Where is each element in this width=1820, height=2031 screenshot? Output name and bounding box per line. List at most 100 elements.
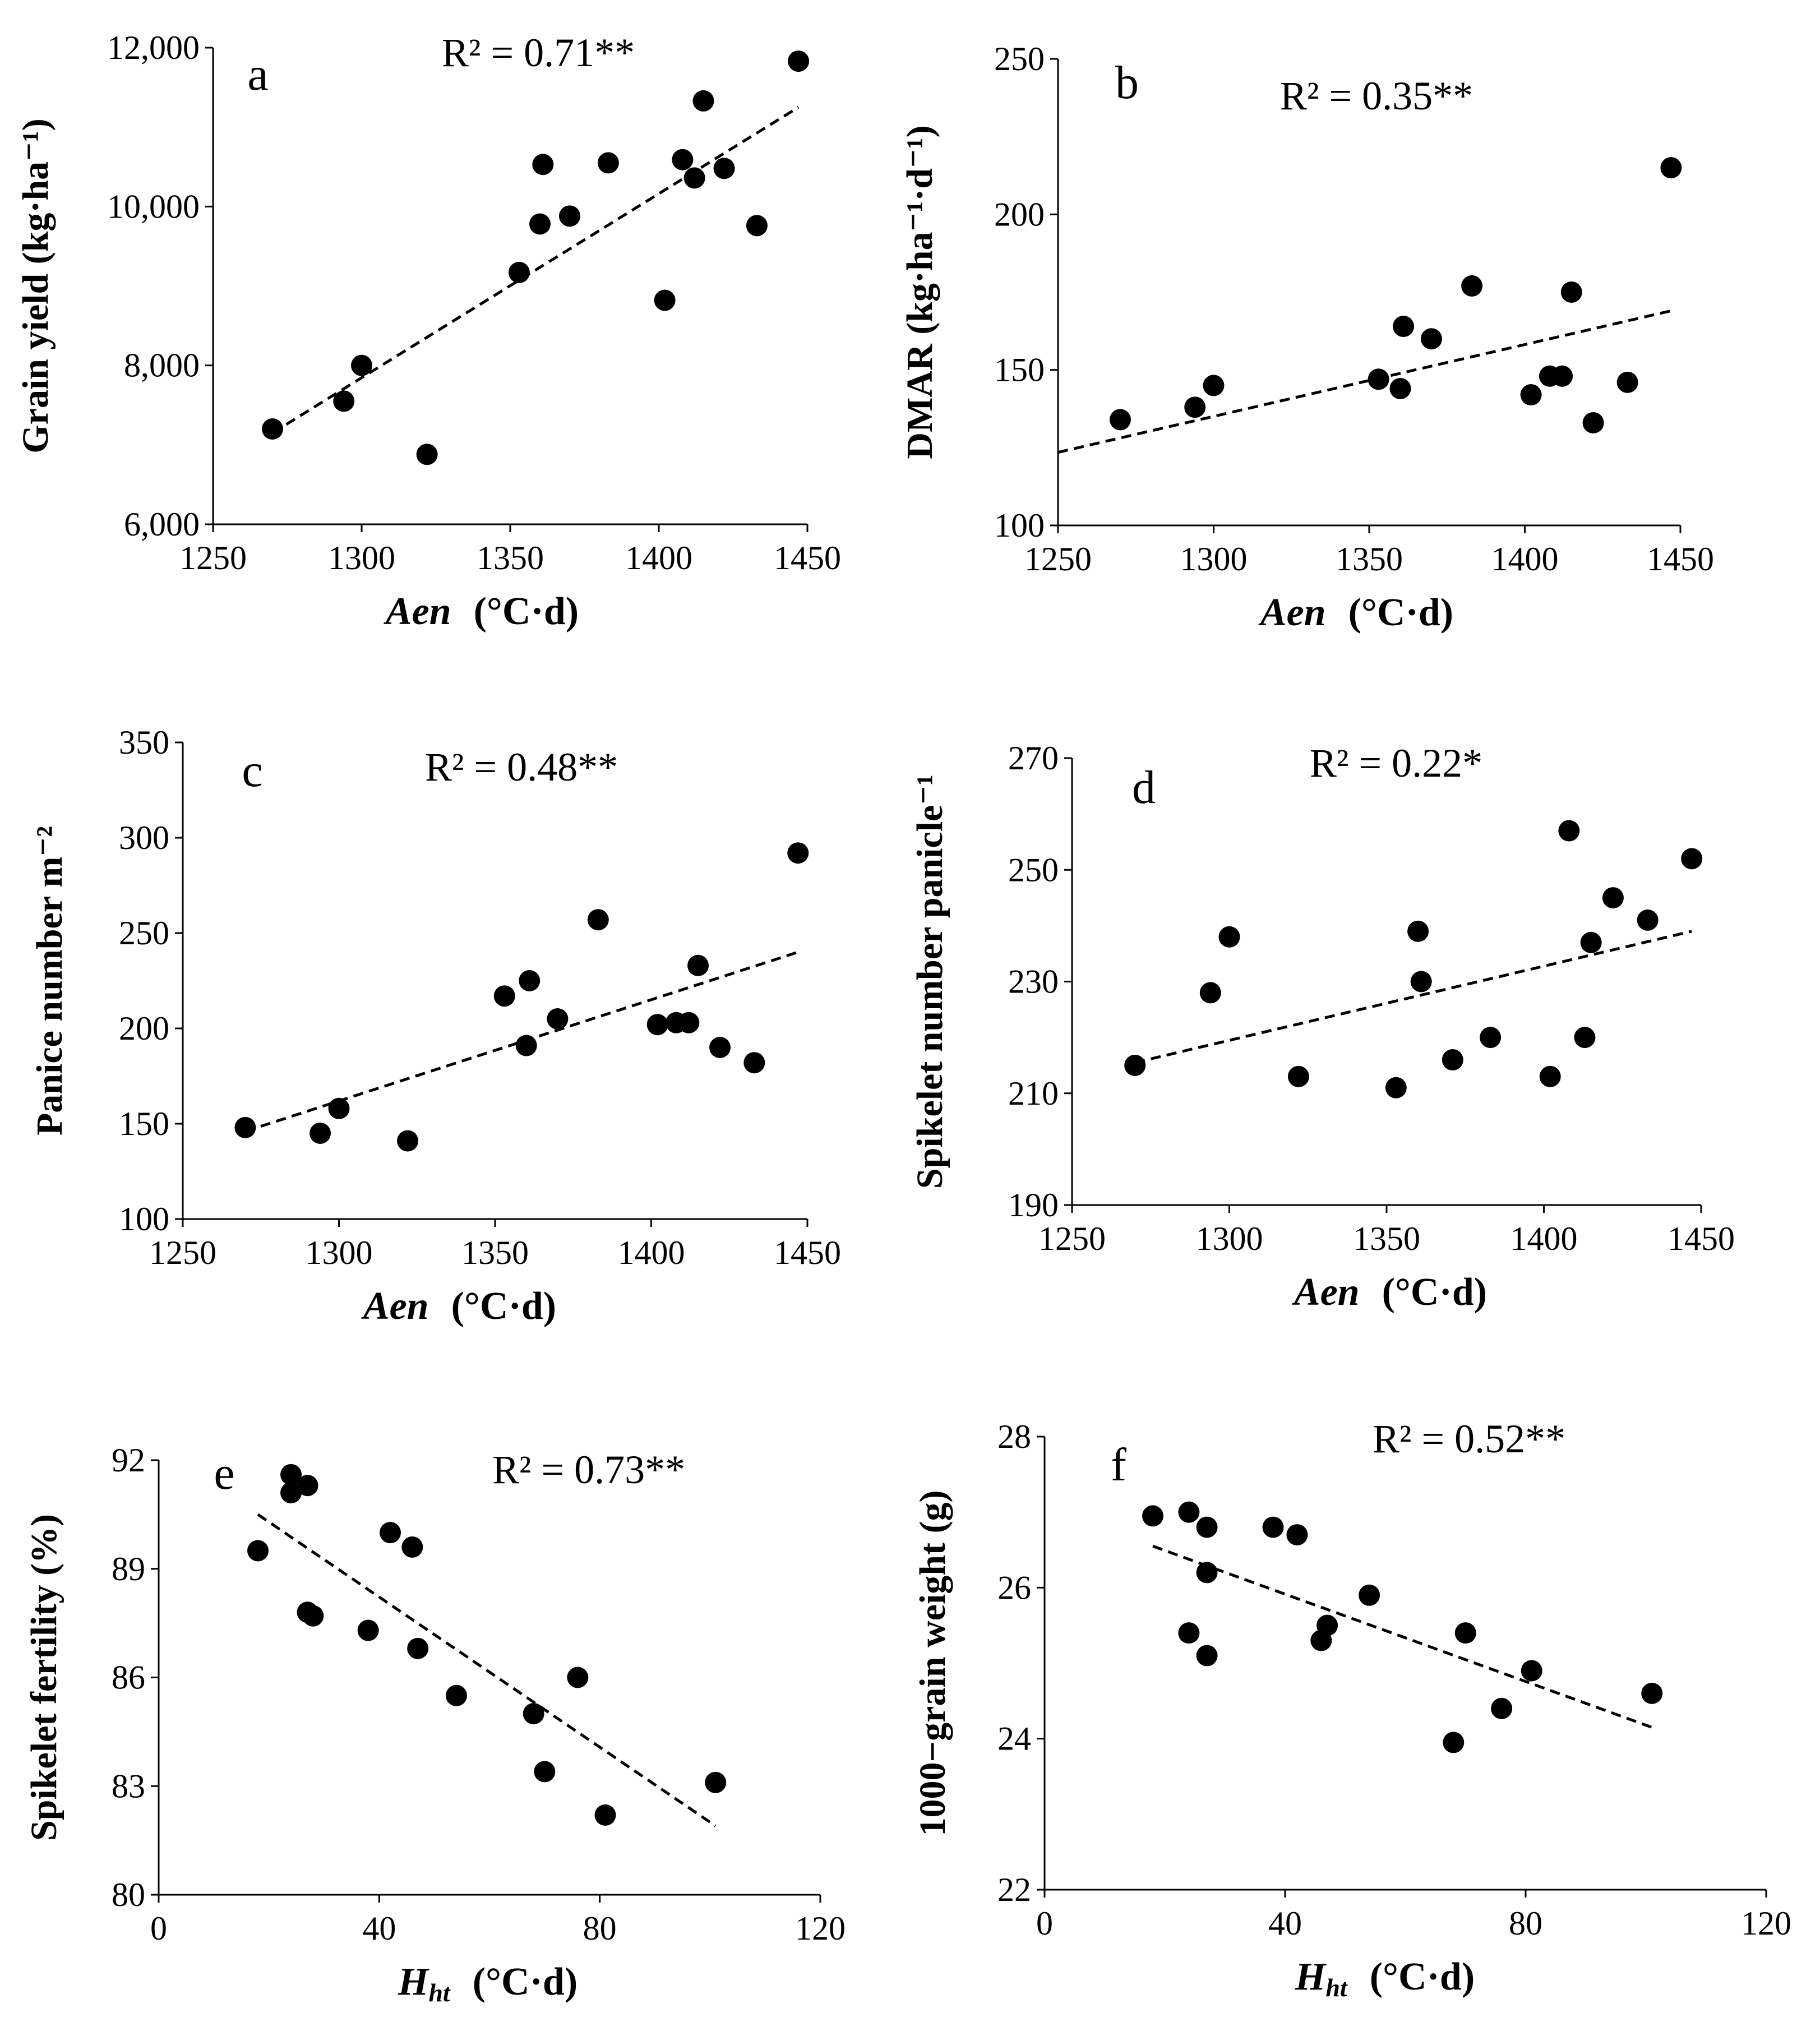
data-point (247, 1540, 269, 1562)
data-point (1178, 1622, 1200, 1644)
panel-letter: f (1111, 1439, 1126, 1491)
panel-letter: b (1115, 57, 1139, 109)
x-axis-variable: H (398, 1960, 430, 2004)
data-point (1389, 377, 1411, 399)
y-tick-label: 250 (1008, 851, 1059, 888)
data-point (534, 1761, 556, 1783)
data-point (493, 985, 515, 1007)
data-point (1660, 157, 1682, 179)
y-tick-label: 150 (994, 352, 1045, 389)
y-tick-label: 210 (1008, 1075, 1059, 1112)
data-point (1480, 1027, 1502, 1049)
data-point (333, 390, 355, 412)
x-tick-label: 0 (1036, 1905, 1053, 1942)
x-axis-variable-subscript: ht (428, 1978, 451, 2007)
y-axis-title: Panice number m⁻² (29, 826, 70, 1135)
data-point (1574, 1027, 1596, 1049)
x-axis-title: Hht (°C·d) (1295, 1955, 1475, 2002)
x-tick-label: 1400 (625, 539, 692, 576)
data-point (1560, 281, 1582, 303)
x-tick-label: 1350 (1336, 541, 1403, 578)
data-point (1616, 371, 1638, 393)
data-point (297, 1475, 318, 1497)
data-point (743, 1052, 765, 1074)
data-point (683, 167, 705, 189)
data-point (328, 1097, 350, 1119)
data-point (1199, 982, 1221, 1004)
x-axis-title: Aen (°C·d) (1258, 591, 1453, 634)
x-tick-label: 1450 (774, 539, 841, 576)
data-point (1410, 971, 1432, 993)
x-axis-unit: (°C·d) (451, 1285, 556, 1328)
y-tick-label: 200 (994, 196, 1045, 233)
x-tick-label: 1300 (1196, 1220, 1263, 1257)
y-tick-label: 83 (112, 1767, 145, 1804)
data-point (1582, 412, 1604, 433)
data-point (1385, 1077, 1407, 1098)
r-squared-label: R² = 0.48** (425, 745, 618, 790)
y-tick-label: 350 (119, 724, 169, 761)
data-point (397, 1130, 419, 1152)
y-tick-label: 89 (112, 1550, 145, 1587)
data-point (262, 418, 283, 440)
data-point (357, 1619, 379, 1641)
trend-line (1152, 1544, 1653, 1729)
data-point (1421, 328, 1442, 350)
data-point (1393, 316, 1415, 338)
panel-c: 100 150 200 250 300 350 1250 1300 1350 1400 1450 Ae… (29, 724, 841, 1328)
data-point (1142, 1505, 1164, 1527)
data-point (1286, 1524, 1308, 1546)
trend-line (257, 1513, 717, 1827)
x-tick-label: 1350 (1353, 1220, 1420, 1257)
y-axis-title: Spikelet number panicle⁻¹ (909, 774, 950, 1189)
data-point (1491, 1697, 1513, 1719)
r-squared-label: R² = 0.73** (492, 1447, 685, 1492)
data-point (1287, 1065, 1309, 1087)
data-point (401, 1536, 423, 1558)
data-point (1442, 1049, 1463, 1070)
data-point (559, 205, 580, 227)
y-tick-label: 300 (119, 819, 169, 856)
data-point (1407, 920, 1429, 942)
x-axis-variable: Aen (1258, 591, 1326, 634)
y-tick-label: 10,000 (107, 188, 200, 225)
x-axis-title: Aen (°C·d) (361, 1285, 556, 1328)
data-point (532, 154, 554, 176)
y-tick-label: 26 (997, 1569, 1031, 1606)
x-tick-label: 1400 (1491, 541, 1559, 578)
data-point (1461, 275, 1483, 297)
x-tick-label: 1400 (1510, 1220, 1578, 1257)
data-point (407, 1637, 429, 1659)
data-point (1637, 909, 1659, 931)
x-axis-variable: H (1295, 1955, 1327, 1998)
data-point (547, 1008, 569, 1030)
x-tick-label: 1300 (306, 1234, 373, 1271)
x-tick-label: 1450 (774, 1234, 841, 1271)
data-point (1602, 887, 1624, 909)
data-point (1359, 1584, 1380, 1606)
y-tick-label: 92 (112, 1442, 145, 1479)
x-axis-unit: (°C·d) (1348, 591, 1453, 634)
data-point (1681, 848, 1703, 870)
data-point (713, 158, 735, 179)
data-point (1196, 1516, 1218, 1538)
y-tick-label: 190 (1008, 1187, 1059, 1224)
data-point (302, 1605, 324, 1627)
x-tick-label: 1300 (328, 539, 395, 576)
x-axis-unit: (°C·d) (1382, 1271, 1487, 1314)
data-point (678, 1012, 700, 1033)
panel-letter: d (1132, 761, 1156, 814)
y-tick-label: 250 (119, 915, 169, 952)
y-tick-label: 100 (119, 1201, 169, 1238)
data-point (1184, 396, 1206, 418)
x-axis-variable-subscript: ht (1325, 1973, 1348, 2002)
y-axis-title: Spikelet fertility (%) (24, 1514, 64, 1841)
data-point (351, 354, 372, 376)
data-point (1124, 1054, 1146, 1076)
y-tick-label: 86 (112, 1659, 145, 1696)
data-point (709, 1037, 731, 1058)
r-squared-label: R² = 0.22* (1310, 741, 1482, 786)
x-tick-label: 1400 (618, 1234, 685, 1271)
data-point (1551, 365, 1573, 387)
